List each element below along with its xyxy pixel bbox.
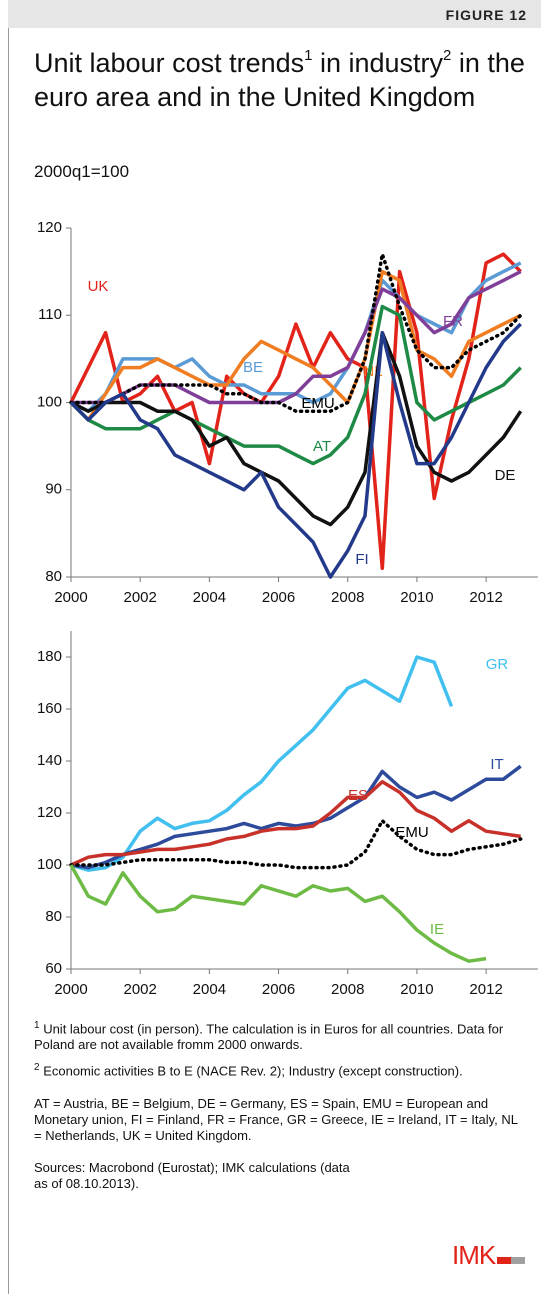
- footnote-text: Unit labour cost (in person). The calcul…: [34, 1021, 504, 1053]
- subtitle: 2000q1=100: [34, 162, 130, 181]
- x-tick-label: 2002: [123, 589, 156, 606]
- series-line: [70, 261, 522, 413]
- series-label: FR: [443, 313, 463, 330]
- x-tick-label: 2006: [262, 589, 295, 606]
- logo-square: [511, 1257, 526, 1264]
- series-line: [69, 322, 522, 579]
- x-tick-label: 2000: [54, 981, 87, 998]
- series-label: AT: [313, 438, 331, 455]
- notes: 1 Unit labour cost (in person). The calc…: [34, 1018, 524, 1199]
- x-tick-label: 2004: [193, 981, 226, 998]
- series-label: EMU: [395, 824, 428, 841]
- title-text: in the euro area and in the United Kingd…: [34, 48, 525, 112]
- x-tick-label: 2006: [262, 981, 295, 998]
- series-line: [71, 270, 522, 405]
- x-tick-label: 2010: [400, 981, 433, 998]
- series-label: GR: [486, 656, 509, 673]
- y-tick-label: 90: [45, 481, 62, 498]
- series-line: [69, 252, 523, 413]
- series-label: UK: [88, 278, 109, 295]
- logo-text: IMK: [452, 1240, 496, 1270]
- title: Unit labour cost trends1 in industry2 in…: [34, 46, 534, 114]
- series-label: EMU: [301, 395, 334, 412]
- figure-label: FIGURE 12: [445, 7, 527, 23]
- y-tick-label: 120: [37, 804, 62, 821]
- series-line: [69, 819, 523, 870]
- series-label: FI: [355, 551, 368, 568]
- abbreviations: AT = Austria, BE = Belgium, DE = Germany…: [34, 1095, 518, 1143]
- series-label: IT: [490, 756, 503, 773]
- y-tick-label: 80: [45, 908, 62, 925]
- x-tick-label: 2008: [331, 981, 364, 998]
- x-tick-label: 2012: [469, 589, 502, 606]
- series-label: IE: [430, 921, 444, 938]
- y-tick-label: 120: [37, 219, 62, 236]
- y-tick-label: 100: [37, 856, 62, 873]
- logo-square: [497, 1257, 512, 1264]
- footnote: 1 Unit labour cost (in person). The calc…: [34, 1018, 524, 1053]
- x-tick-label: 2010: [400, 589, 433, 606]
- series-line: [70, 780, 521, 867]
- series-line: [70, 655, 454, 872]
- x-tick-label: 2012: [469, 981, 502, 998]
- x-tick-label: 2000: [54, 589, 87, 606]
- series-label: DE: [495, 467, 516, 484]
- y-tick-label: 60: [45, 960, 62, 977]
- series-line: [70, 330, 523, 527]
- title-text: Unit labour cost trends: [34, 48, 305, 78]
- footnote-ref: 2: [443, 47, 452, 64]
- series-label: BE: [243, 359, 263, 376]
- header-bar: FIGURE 12: [8, 0, 541, 28]
- y-tick-label: 80: [45, 568, 62, 585]
- series-line: [69, 269, 522, 422]
- x-tick-label: 2002: [123, 981, 156, 998]
- footnote: 2 Economic activities B to E (NACE Rev. …: [34, 1060, 524, 1079]
- y-tick-label: 160: [37, 700, 62, 717]
- sources: Sources: Macrobond (Eurostat); IMK calcu…: [34, 1159, 350, 1191]
- logo: IMK: [452, 1240, 526, 1271]
- footnote-mark: 1: [34, 1020, 40, 1031]
- charts: 80 90 100 110 120 2000 2002 2004 2006 2008 2010 201…: [37, 219, 538, 998]
- x-tick-label: 2004: [193, 589, 226, 606]
- series-line: [70, 764, 522, 870]
- footnote-ref: 1: [304, 47, 313, 64]
- footnote-text: Economic activities B to E (NACE Rev. 2)…: [43, 1063, 463, 1079]
- series-label: ES: [348, 787, 368, 804]
- y-tick-label: 100: [37, 393, 62, 410]
- border: [8, 0, 9, 1294]
- series-line: [69, 864, 487, 963]
- y-tick-label: 140: [37, 752, 62, 769]
- x-tick-label: 2008: [331, 589, 364, 606]
- y-tick-label: 110: [38, 306, 62, 323]
- y-tick-label: 180: [37, 648, 62, 665]
- footnote-mark: 2: [34, 1062, 40, 1074]
- series-line: [69, 304, 522, 466]
- title-text: in industry: [312, 48, 444, 78]
